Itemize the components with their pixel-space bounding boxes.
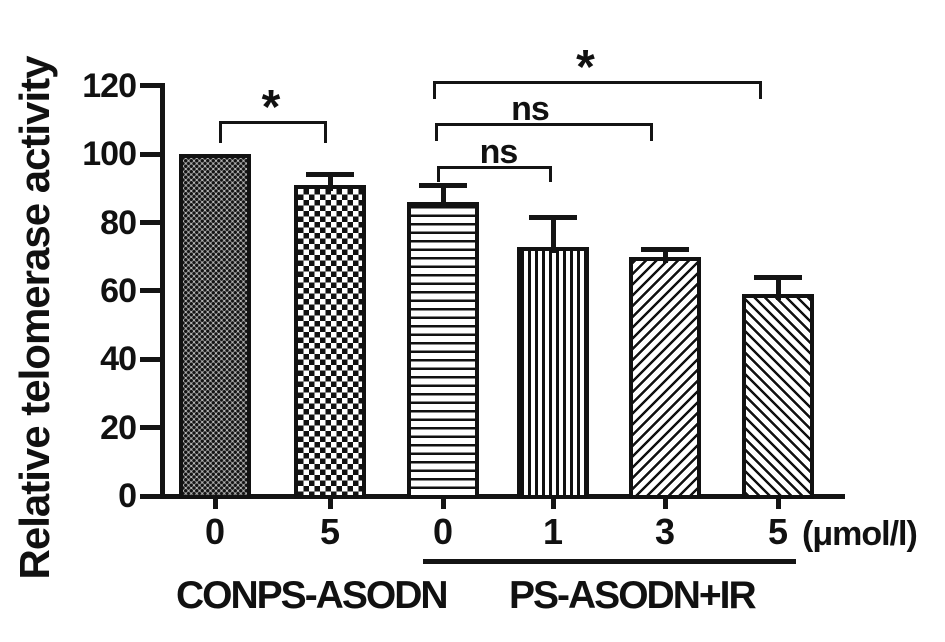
y-tick-label: 20 xyxy=(100,408,137,447)
y-axis-tick xyxy=(140,288,160,294)
bar xyxy=(517,246,589,499)
y-tick-label: 120 xyxy=(82,66,137,105)
significance-bracket xyxy=(433,81,762,99)
bar xyxy=(407,202,479,499)
significance-label: * xyxy=(576,41,595,94)
significance-label: ns xyxy=(479,133,519,171)
y-axis-line xyxy=(160,83,165,499)
x-tick-label: 0 xyxy=(204,511,226,552)
y-tick-label: 80 xyxy=(100,203,137,242)
error-bar-stem xyxy=(775,275,781,301)
x-tick-label: 3 xyxy=(654,511,676,552)
error-bar-stem xyxy=(327,172,333,192)
y-axis-tick xyxy=(140,83,160,89)
x-axis-tick xyxy=(440,499,446,509)
error-bar-cap xyxy=(529,215,577,221)
y-axis-tick xyxy=(140,356,160,362)
x-tick-label: 1 xyxy=(542,511,564,552)
x-axis-tick xyxy=(327,499,333,509)
y-tick-label: 100 xyxy=(82,135,137,174)
x-tick-label: 0 xyxy=(432,511,454,552)
group-label-ps-asodn-ir: PS-ASODN+IR xyxy=(509,574,757,617)
error-bar-stem xyxy=(662,247,668,263)
y-axis-title: Relative telomerase activity xyxy=(11,56,58,580)
y-tick-label: 40 xyxy=(100,340,137,379)
bar xyxy=(629,256,701,499)
error-bar-cap xyxy=(641,247,689,253)
x-axis-tick xyxy=(775,499,781,509)
ps-group-underline xyxy=(423,559,796,564)
y-axis-tick xyxy=(140,151,160,157)
error-bar-cap xyxy=(419,182,467,188)
significance-bracket xyxy=(219,121,327,143)
significance-label: ns xyxy=(511,90,550,128)
x-axis-tick xyxy=(550,499,556,509)
y-axis-tick xyxy=(140,493,160,499)
bar xyxy=(294,185,366,499)
x-axis-tick xyxy=(212,499,218,509)
error-bar-stem xyxy=(550,215,556,253)
x-axis-tick xyxy=(662,499,668,509)
error-bar-cap xyxy=(306,172,354,178)
error-bar-stem xyxy=(440,183,446,209)
bar xyxy=(742,294,814,499)
y-tick-label: 0 xyxy=(118,477,137,515)
significance-label: * xyxy=(261,81,281,134)
y-tick-label: 60 xyxy=(100,271,137,310)
error-bar-cap xyxy=(754,274,802,280)
significance-bracket xyxy=(437,166,552,182)
y-axis-tick xyxy=(140,220,160,226)
y-axis-tick xyxy=(140,425,160,431)
bar xyxy=(179,154,251,499)
x-tick-label: 5 xyxy=(319,511,341,552)
x-axis-unit-label: (μmol/l) xyxy=(802,515,918,553)
x-tick-label: 5 xyxy=(767,511,789,552)
group-label-conps-asodn: CONPS-ASODN xyxy=(176,574,449,617)
significance-bracket xyxy=(435,123,653,141)
x-axis-line xyxy=(158,494,845,499)
